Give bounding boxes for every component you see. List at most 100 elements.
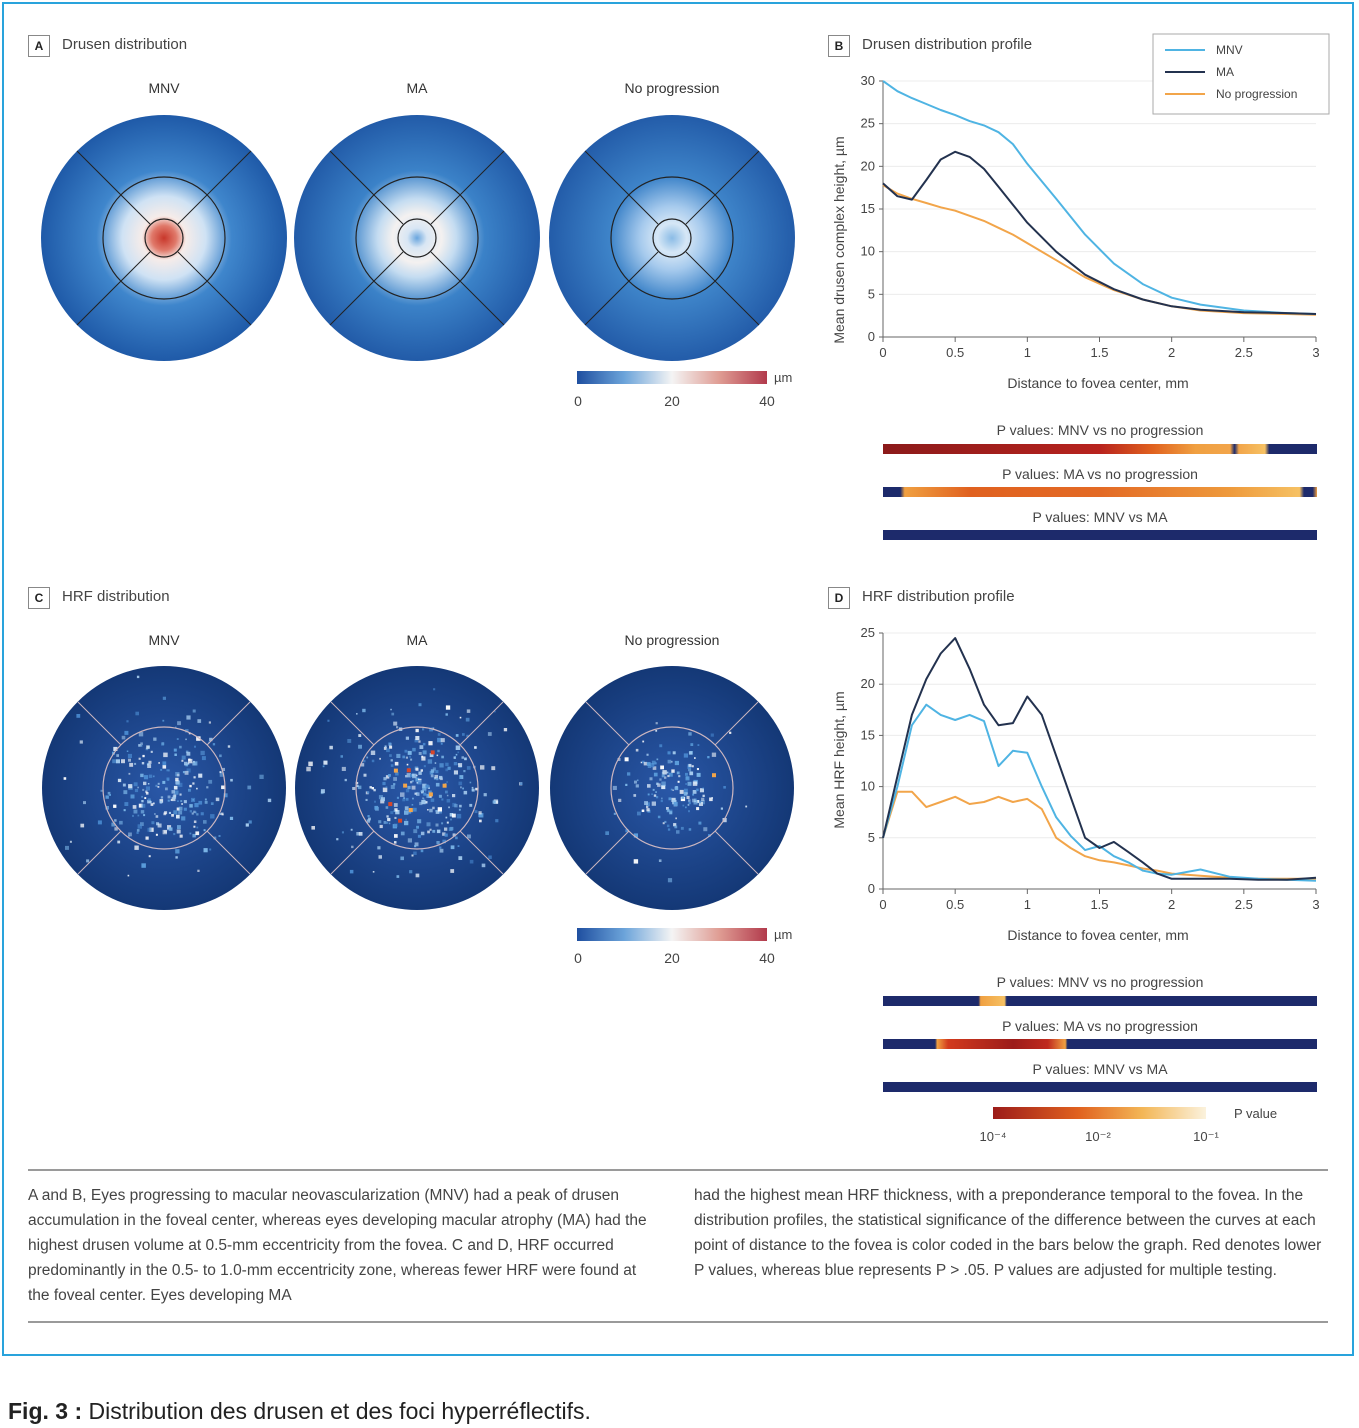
hrf-speckle — [383, 777, 387, 781]
hrf-speckle — [422, 797, 424, 800]
hrf-speckle — [143, 781, 147, 786]
d-pbar-label-3: P values: MNV vs MA — [1032, 1061, 1168, 1077]
hrf-speckle — [396, 726, 399, 729]
hrf-speckle — [696, 768, 699, 771]
hrf-speckle — [455, 745, 461, 750]
hrf-speckle — [439, 846, 442, 849]
hrf-speckle — [323, 760, 328, 765]
hrf-speckle — [435, 782, 440, 787]
hrf-speckle — [170, 799, 173, 801]
figure-caption-label: Fig. 3 : — [8, 1398, 83, 1424]
hrf-speckle — [422, 786, 427, 791]
hrf-speckle — [132, 805, 137, 809]
chart-d-ytick-label: 15 — [861, 727, 875, 742]
hrf-speckle — [193, 810, 196, 814]
hrf-speckle — [687, 804, 690, 806]
hrf-speckle — [349, 869, 354, 874]
hrf-speckle — [138, 732, 144, 737]
hrf-speckle — [441, 755, 444, 759]
hrf-colorbar-tick-20: 20 — [664, 950, 680, 966]
chart-b-ytick-label: 0 — [868, 329, 875, 344]
hrf-speckle — [698, 801, 703, 806]
hrf-speckle — [649, 777, 653, 781]
hrf-speckle — [416, 825, 419, 829]
hrf-speckle — [378, 795, 383, 800]
hrf-speckle — [469, 781, 472, 784]
hrf-speckle — [652, 766, 657, 770]
hrf-speckle — [412, 747, 416, 752]
hrf-speckle — [653, 772, 658, 777]
caption-bottom-rule — [28, 1321, 1328, 1323]
hrf-speckle — [422, 742, 426, 746]
hrf-speckle — [445, 705, 451, 710]
hrf-speckle — [701, 797, 705, 801]
hrf-speckle — [357, 785, 362, 790]
hrf-speckle — [193, 820, 197, 823]
hrf-speckle — [427, 809, 429, 811]
hrf-speckle — [427, 759, 433, 764]
hrf-speckle — [196, 787, 198, 790]
hrf-speckle — [467, 834, 471, 839]
hrf-speckle — [662, 770, 667, 775]
hrf-speckle — [439, 848, 444, 853]
hrf-speckle — [400, 831, 405, 836]
hrf-speckle — [677, 780, 680, 783]
hrf-speckle — [414, 792, 417, 795]
hrf-speckle — [173, 810, 178, 815]
hrf-speckle — [147, 783, 150, 785]
hrf-speckle — [460, 786, 462, 789]
hrf-speckle — [688, 801, 691, 805]
hrf-speckle — [670, 760, 673, 763]
hrf-speckle — [358, 744, 362, 749]
hrf-speckle — [179, 834, 183, 838]
hrf-speckle — [389, 745, 393, 749]
hrf-speckle — [213, 836, 217, 840]
chart-b-line-mnv — [882, 80, 1317, 315]
hrf-speckle — [157, 823, 162, 828]
hrf-speckle — [367, 791, 370, 794]
chart-b-ytick-label: 30 — [861, 73, 875, 88]
figure-caption-text: Distribution des drusen et des foci hype… — [82, 1398, 591, 1424]
hrf-speckle — [394, 808, 398, 812]
hrf-speckle — [180, 800, 183, 802]
hrf-speckle — [702, 794, 705, 797]
hrf-speckle — [633, 794, 637, 797]
hrf-speckle — [503, 728, 508, 732]
hrf-speckle — [694, 757, 696, 759]
hrf-speckle — [407, 750, 412, 755]
hrf-speckle — [435, 823, 439, 827]
hrf-speckle — [657, 783, 661, 787]
panel-c-label-mnv: MNV — [148, 632, 180, 648]
hrf-speckle — [192, 833, 196, 838]
hrf-speckle — [426, 822, 431, 827]
hrf-speckle — [680, 796, 686, 802]
panel-d-letter: D — [828, 587, 850, 609]
hrf-speckle — [481, 863, 486, 868]
hrf-speckle — [107, 791, 111, 795]
hrf-speckle-hot — [712, 773, 716, 778]
hrf-speckle — [492, 800, 496, 804]
hrf-speckle — [703, 827, 708, 832]
hrf-speckle — [667, 759, 672, 764]
panel-a-label-ma: MA — [406, 80, 428, 96]
hrf-speckle — [203, 848, 208, 853]
hrf-speckle — [695, 789, 698, 792]
chart-b-ytick-label: 10 — [861, 244, 875, 259]
hrf-speckle — [461, 756, 464, 759]
hrf-speckle — [174, 790, 179, 795]
hrf-colorbar — [577, 928, 767, 941]
hrf-speckle — [148, 774, 153, 778]
hrf-speckle — [416, 774, 418, 777]
hrf-speckle — [111, 822, 116, 827]
hrf-speckle — [105, 795, 109, 799]
hrf-speckle — [206, 786, 209, 789]
hrf-speckle — [422, 750, 427, 755]
hrf-speckle — [134, 788, 139, 793]
hrf-speckle — [425, 801, 428, 804]
chart-d-xlabel: Distance to fovea center, mm — [1007, 927, 1188, 943]
hrf-speckle — [386, 748, 390, 753]
hrf-speckle — [458, 781, 463, 786]
hrf-speckle — [428, 741, 433, 746]
hrf-speckle — [267, 798, 272, 803]
hrf-speckle — [432, 829, 436, 833]
